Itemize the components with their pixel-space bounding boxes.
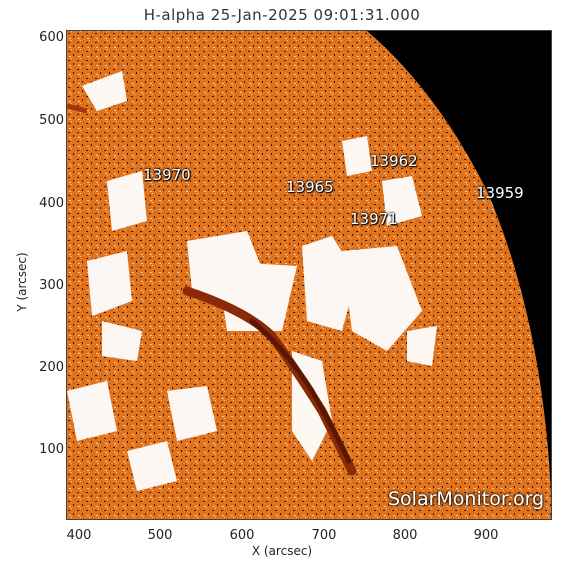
space-beyond-limb: [367, 31, 551, 495]
x-tick-label: 700: [311, 528, 337, 543]
active-region-label: 13971: [350, 210, 398, 228]
x-tick-label: 500: [147, 528, 173, 543]
x-tick-label: 400: [66, 528, 92, 543]
active-region-label: 13959: [476, 184, 524, 202]
x-tick-label: 600: [229, 528, 255, 543]
x-tick-label: 800: [392, 528, 418, 543]
y-tick-label: 100: [39, 442, 64, 457]
solar-disk-svg: [67, 31, 551, 519]
y-tick-label: 400: [39, 196, 64, 211]
x-tick-label: 900: [473, 528, 499, 543]
image-title: H-alpha 25-Jan-2025 09:01:31.000: [143, 6, 421, 24]
y-axis-label: Y (arcsec): [15, 252, 29, 312]
solar-image: [66, 30, 552, 520]
x-axis-label: X (arcsec): [251, 544, 313, 558]
y-tick-label: 300: [39, 278, 64, 293]
active-region-label: 13970: [143, 166, 191, 184]
filament-core: [249, 318, 352, 464]
watermark: SolarMonitor.org: [388, 488, 545, 510]
active-region-label: 13965: [286, 178, 334, 196]
active-region-label: 13962: [370, 152, 418, 170]
y-tick-label: 200: [39, 360, 64, 375]
y-tick-label: 600: [39, 30, 64, 45]
y-tick-label: 500: [39, 113, 64, 128]
plage-regions: [67, 71, 512, 491]
